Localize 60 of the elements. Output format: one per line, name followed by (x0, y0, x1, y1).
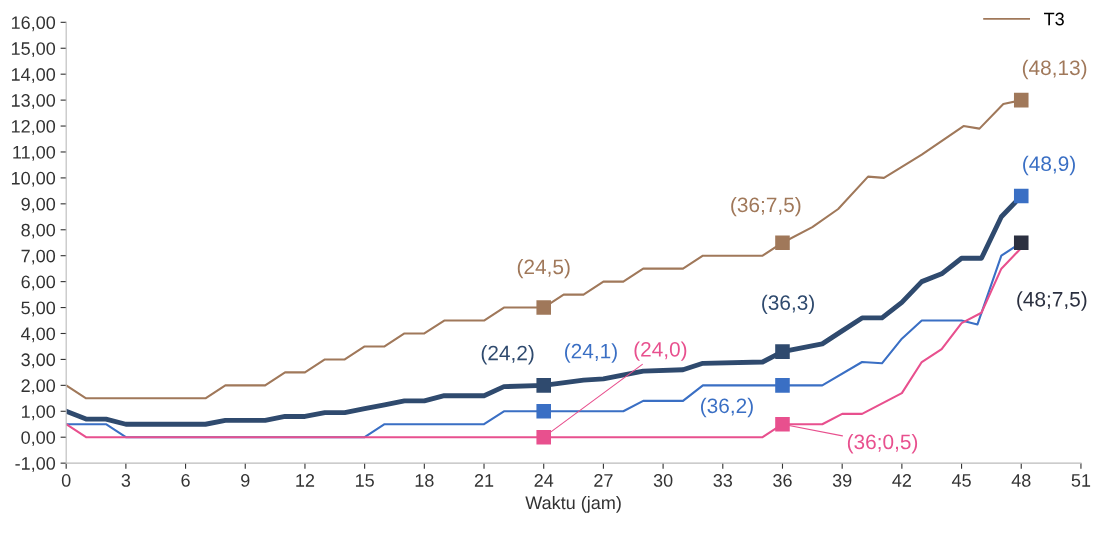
x-tick-label: 18 (415, 474, 434, 487)
point (775, 378, 790, 393)
point (536, 429, 551, 445)
x-tick-label: 6 (181, 474, 190, 487)
y-tick-label: 4,00 (21, 327, 56, 343)
point (1013, 92, 1029, 108)
point (536, 378, 551, 393)
y-tick-label: 14,00 (11, 68, 56, 84)
y-tick-label: 12,00 (11, 119, 56, 135)
point (536, 404, 551, 419)
y-tick-label: 15,00 (11, 42, 56, 58)
x-tick-label: 30 (653, 474, 673, 487)
annotation: (24,2) (481, 345, 534, 365)
point (775, 344, 790, 359)
x-tick-label: 42 (892, 474, 911, 487)
x-tick-label: 51 (1071, 474, 1091, 487)
annotation: (24,1) (565, 343, 617, 363)
point (1013, 235, 1029, 251)
y-tick-label: 11,00 (13, 145, 56, 161)
annotation: (24,5) (517, 258, 570, 279)
y-tick-label: 7,00 (21, 249, 56, 265)
y-tick-label: -1,00 (15, 457, 56, 472)
y-tick-label: 1,00 (22, 405, 56, 421)
annotation: (36;7,5) (731, 196, 801, 217)
annotation: (36,2) (701, 397, 753, 418)
annotation: (36;0,5) (847, 433, 918, 454)
x-tick-label: 45 (951, 474, 971, 487)
y-tick-label: 0,00 (21, 431, 56, 447)
annotation: (24,0) (634, 341, 687, 361)
point (775, 416, 790, 432)
legend-label: T3 (1044, 12, 1064, 26)
y-tick-label: 8,00 (21, 223, 56, 239)
annotation: (48,9) (1023, 155, 1075, 176)
y-tick-label: 9,00 (21, 197, 56, 213)
annotation: (48;7,5) (1017, 291, 1087, 311)
x-tick-label: 15 (355, 474, 374, 487)
y-tick-label: 6,00 (21, 275, 56, 291)
x-tick-label: 3 (121, 474, 131, 487)
y-tick-label: 5,00 (21, 301, 56, 317)
x-tick-label: 24 (534, 474, 554, 487)
x-tick-label: 33 (713, 474, 733, 487)
x-tick-label: 27 (594, 474, 613, 487)
y-tick-label: 3,00 (21, 353, 56, 369)
y-tick-label: 13,00 (11, 94, 56, 109)
x-tick-label: 36 (773, 474, 792, 487)
y-tick-label: 10,00 (11, 171, 56, 187)
y-tick-label: 16,00 (11, 16, 56, 32)
x-tick-label: 48 (1011, 474, 1031, 487)
x-tick-label: 39 (832, 474, 852, 487)
y-tick-label: 2,00 (21, 379, 56, 395)
point (536, 300, 551, 315)
x-tick-label: 9 (241, 474, 250, 487)
annotation: (48,13) (1022, 59, 1087, 80)
annotation: (36,3) (762, 294, 814, 315)
point (775, 235, 790, 251)
point (1013, 188, 1029, 204)
x-tick-label: 21 (474, 474, 494, 487)
x-tick-label: 12 (296, 474, 315, 487)
x-tick-label: 0 (61, 474, 71, 487)
x-axis-title: Waktu (jam) (525, 495, 621, 513)
